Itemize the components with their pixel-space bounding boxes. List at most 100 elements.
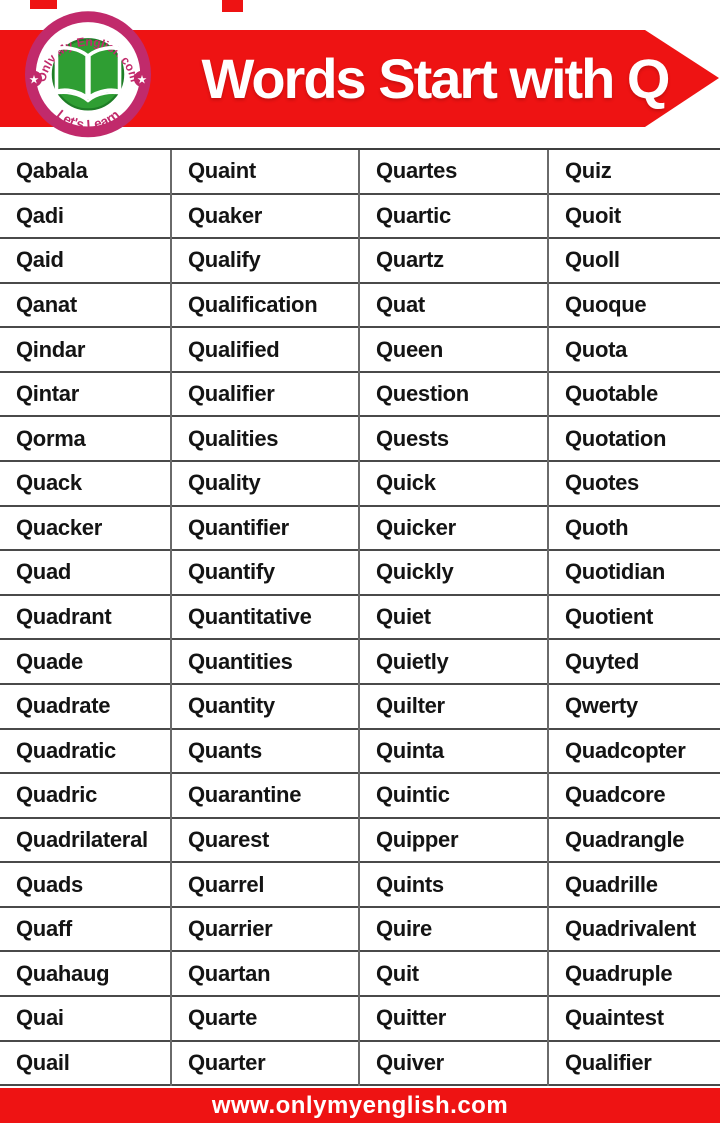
word-cell: Quaint <box>172 150 358 195</box>
word-cell: Quints <box>360 863 547 908</box>
word-cell: Quaker <box>172 195 358 240</box>
footer-band: www.onlymyenglish.com <box>0 1088 720 1123</box>
word-cell: Quantitative <box>172 596 358 641</box>
word-cell: Quiz <box>549 150 720 195</box>
word-cell: Quail <box>0 1042 170 1087</box>
word-cell: Quarest <box>172 819 358 864</box>
word-cell: Quotes <box>549 462 720 507</box>
star-left-icon: ★ <box>29 72 39 86</box>
word-cell: Quoque <box>549 284 720 329</box>
word-cell: Quads <box>0 863 170 908</box>
page-title: Words Start with Q <box>201 47 671 110</box>
word-cell: Qanat <box>0 284 170 329</box>
star-right-icon: ★ <box>137 72 147 86</box>
word-cell: Quit <box>360 952 547 997</box>
word-cell: Qwerty <box>549 685 720 730</box>
word-cell: Qadi <box>0 195 170 240</box>
word-cell: Qualities <box>172 417 358 463</box>
word-cell: Quotation <box>549 417 720 463</box>
word-cell: Quadruple <box>549 952 720 997</box>
word-cell: Quartes <box>360 150 547 195</box>
banner-ribbon <box>0 30 719 127</box>
word-cell: Quahaug <box>0 952 170 997</box>
word-cell: Quartic <box>360 195 547 240</box>
footer-url: www.onlymyenglish.com <box>211 1091 509 1119</box>
word-cell: Quadcopter <box>549 730 720 775</box>
word-cell: Quartz <box>360 239 547 284</box>
word-grid: Qabala Qadi Qaid Qanat Qindar Qintar Qorma Quac… <box>0 148 720 1087</box>
word-cell: Quantity <box>172 685 358 730</box>
word-cell: Quoll <box>549 239 720 284</box>
word-cell: Qualify <box>172 239 358 284</box>
word-cell: Queen <box>360 328 547 373</box>
open-book-icon <box>52 46 124 103</box>
word-cell: Qintar <box>0 373 170 418</box>
word-cell: Quai <box>0 997 170 1042</box>
word-cell: Question <box>360 373 547 418</box>
word-cell: Quotient <box>549 596 720 641</box>
word-cell: Quaff <box>0 908 170 953</box>
word-column: Qabala Qadi Qaid Qanat Qindar Qintar Qorma Quac… <box>0 150 172 1087</box>
word-cell: Quack <box>0 462 170 507</box>
word-cell: Qorma <box>0 417 170 463</box>
word-cell: Quickly <box>360 551 547 596</box>
word-cell: Quat <box>360 284 547 329</box>
star-right-dot <box>133 70 151 87</box>
top-decoration-left <box>30 0 57 9</box>
word-cell: Quantify <box>172 551 358 596</box>
word-cell: Quadrangle <box>549 819 720 864</box>
word-cell: Quintic <box>360 774 547 819</box>
word-cell: Quaintest <box>549 997 720 1042</box>
word-cell: Quarrier <box>172 908 358 953</box>
word-cell: Quota <box>549 328 720 373</box>
word-cell: Quotidian <box>549 551 720 596</box>
word-cell: Quadcore <box>549 774 720 819</box>
word-column: Quartes Quartic Quartz Quat Queen Question Que… <box>360 150 549 1087</box>
word-cell: Quipper <box>360 819 547 864</box>
top-decoration-right <box>222 0 243 12</box>
word-cell: Quotable <box>549 373 720 418</box>
word-cell: Quadrate <box>0 685 170 730</box>
word-cell: Quartan <box>172 952 358 997</box>
word-cell: Quarter <box>172 1042 358 1087</box>
word-column: Quaint Quaker Qualify Qualification Qualifie… <box>172 150 360 1087</box>
word-cell: Quarte <box>172 997 358 1042</box>
word-cell: Quiet <box>360 596 547 641</box>
word-cell: Quinta <box>360 730 547 775</box>
word-cell: Quadrant <box>0 596 170 641</box>
word-cell: Quantities <box>172 640 358 685</box>
word-cell: Quadric <box>0 774 170 819</box>
word-cell: Quilter <box>360 685 547 730</box>
word-cell: Quacker <box>0 507 170 552</box>
word-cell: Qualifier <box>172 373 358 418</box>
word-cell: Quadratic <box>0 730 170 775</box>
star-left-dot <box>25 70 43 87</box>
word-cell: Qualification <box>172 284 358 329</box>
word-cell: Quad <box>0 551 170 596</box>
word-cell: Qualified <box>172 328 358 373</box>
word-cell: Quicker <box>360 507 547 552</box>
word-cell: Quality <box>172 462 358 507</box>
word-cell: Qindar <box>0 328 170 373</box>
word-cell: Quietly <box>360 640 547 685</box>
word-cell: Qaid <box>0 239 170 284</box>
word-cell: Quadrivalent <box>549 908 720 953</box>
word-cell: Quade <box>0 640 170 685</box>
word-cell: Quitter <box>360 997 547 1042</box>
word-cell: Quests <box>360 417 547 463</box>
word-cell: Quants <box>172 730 358 775</box>
word-cell: Quiver <box>360 1042 547 1087</box>
word-cell: Quadrilateral <box>0 819 170 864</box>
word-cell: Quoit <box>549 195 720 240</box>
word-cell: Qualifier <box>549 1042 720 1087</box>
word-cell: Quoth <box>549 507 720 552</box>
word-column: Quiz Quoit Quoll Quoque Quota Quotable Quotati… <box>549 150 720 1087</box>
word-cell: Quadrille <box>549 863 720 908</box>
word-cell: Qabala <box>0 150 170 195</box>
word-cell: Quarantine <box>172 774 358 819</box>
word-cell: Quantifier <box>172 507 358 552</box>
word-cell: Quarrel <box>172 863 358 908</box>
onlymyenglish-logo: Only My English.com Let's Learn ★ ★ <box>25 11 151 138</box>
word-cell: Quick <box>360 462 547 507</box>
word-cell: Quyted <box>549 640 720 685</box>
